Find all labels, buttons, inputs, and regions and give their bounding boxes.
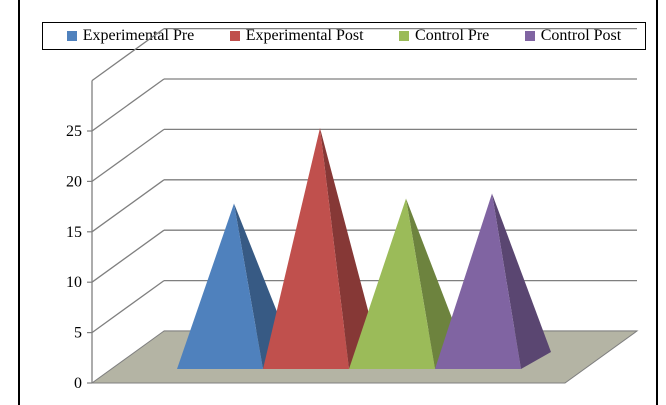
legend-label: Experimental Pre (82, 27, 195, 44)
y-tick-label: 25 (66, 123, 82, 140)
y-tick-label: 5 (74, 325, 82, 342)
chart-border (18, 0, 658, 405)
gridline-side (91, 280, 165, 334)
legend-swatch (66, 31, 77, 41)
legend-swatch (399, 31, 410, 41)
pyramid-side (320, 127, 379, 370)
legend-item: Control Post (524, 27, 622, 45)
legend-label: Control Pre (415, 27, 490, 44)
pyramid-front (435, 193, 521, 369)
legend-item: Experimental Pre (66, 27, 195, 45)
gridline-side (91, 28, 165, 82)
legend-label: Experimental Post (245, 27, 364, 44)
legend-swatch (524, 31, 535, 41)
pyramid-front (177, 203, 263, 369)
y-tick-label: 20 (66, 173, 82, 190)
y-tick-label: 15 (66, 224, 82, 241)
y-tick-label: 10 (66, 274, 82, 291)
gridline-side (91, 179, 165, 233)
y-tick-label: 0 (74, 375, 82, 392)
legend-item: Control Pre (399, 27, 489, 45)
legend-swatch (229, 31, 240, 41)
gridline-side (91, 229, 165, 283)
legend-item: Experimental Post (229, 27, 364, 45)
gridline-side (91, 78, 165, 132)
gridline-side (91, 128, 165, 182)
chart-legend: Experimental Pre Experimental Post Control… (42, 22, 646, 50)
pyramid-front (349, 198, 435, 369)
pyramid-side (492, 193, 551, 369)
pyramid-front (263, 127, 349, 370)
legend-label: Control Post (540, 27, 622, 44)
